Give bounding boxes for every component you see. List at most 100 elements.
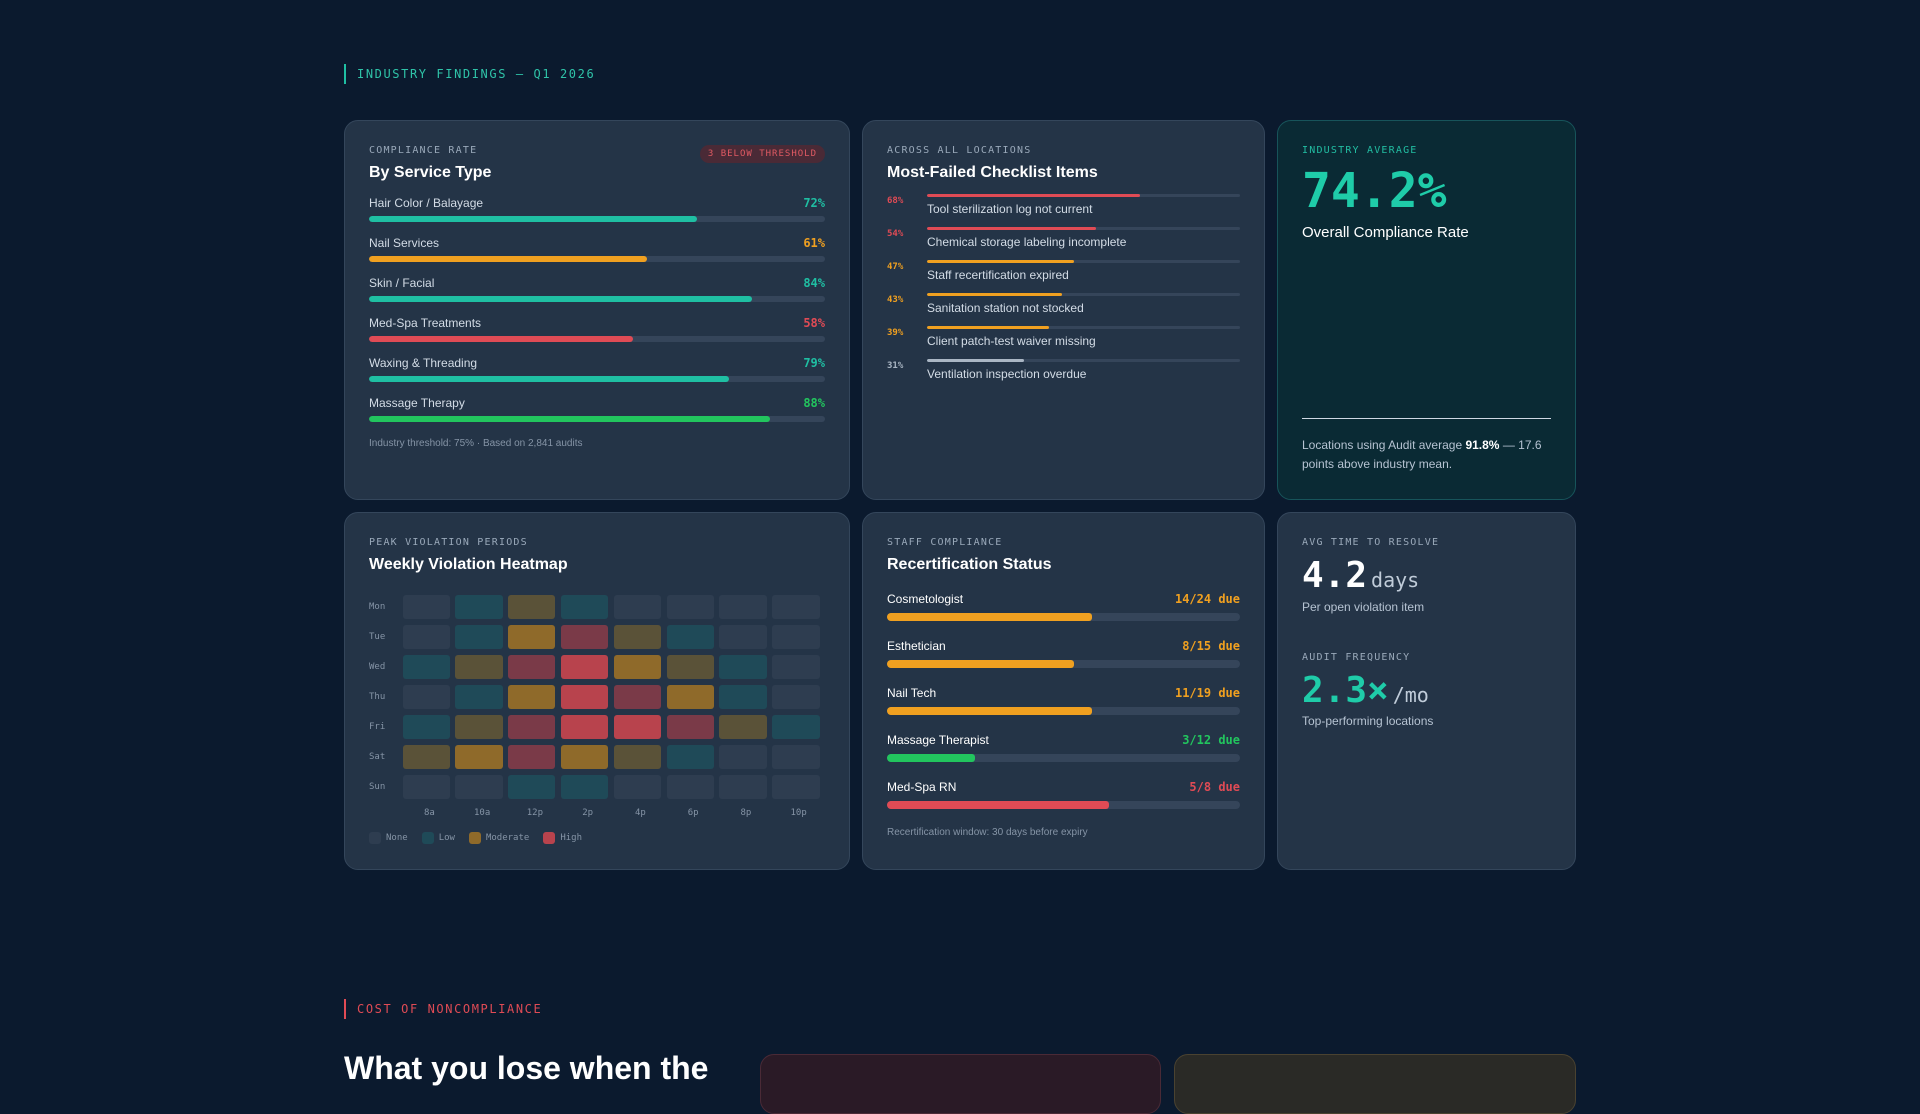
failed-item-fill — [927, 359, 1025, 362]
recert-label: Massage Therapist — [887, 733, 989, 747]
heatmap-cell — [666, 625, 714, 649]
note-post: — 17.6 points above industry mean. — [1302, 438, 1542, 472]
heatmap-cell — [508, 745, 556, 769]
recert-row-head: Cosmetologist 14/24 due — [887, 592, 1240, 606]
heatmap-cell — [719, 745, 767, 769]
heatmap-cell — [402, 625, 450, 649]
recert-track — [887, 613, 1240, 621]
recert-row-head: Med-Spa RN 5/8 due — [887, 780, 1240, 794]
heatmap-cell — [772, 715, 820, 739]
heatmap-cell — [719, 595, 767, 619]
service-row: Med-Spa Treatments 58% — [369, 316, 825, 342]
heatmap-cell — [560, 745, 609, 769]
average-divider — [1302, 418, 1551, 419]
recert-label: Cosmetologist — [887, 592, 964, 606]
frequency-sub: Top-performing locations — [1302, 714, 1434, 729]
heatmap-cell — [508, 715, 556, 739]
heatmap-cell — [613, 595, 662, 619]
frequency-value-line: 2.3×/mo — [1302, 669, 1551, 711]
failed-item: 47% Staff recertification expired — [887, 260, 1240, 282]
recert-value: 11/19 due — [1174, 686, 1240, 700]
failed-item-label: Staff recertification expired — [927, 268, 1069, 282]
failed-rows: 68% Tool sterilization log not current 54%… — [887, 194, 1240, 381]
service-card-footnote: Industry threshold: 75% · Based on 2,841… — [369, 438, 583, 449]
heatmap-row: Fri — [369, 712, 825, 742]
heatmap-cell — [613, 655, 662, 679]
service-track — [369, 336, 825, 342]
violation-heatmap: Mon Tue Wed Thu Fri Sat Sun — [369, 592, 825, 802]
recert-label: Nail Tech — [887, 686, 937, 700]
service-value: 72% — [803, 196, 825, 210]
failed-item: 31% Ventilation inspection overdue — [887, 359, 1240, 381]
heatmap-legend: None Low Moderate High — [369, 832, 825, 844]
heatmap-card-eyebrow: PEAK VIOLATION PERIODS — [369, 537, 528, 548]
heatmap-cell — [455, 625, 503, 649]
service-row-head: Massage Therapy 88% — [369, 396, 825, 410]
recert-track — [887, 801, 1240, 809]
heatmap-cell — [613, 685, 662, 709]
failed-item-pct: 47% — [887, 262, 904, 272]
heatmap-cell — [455, 685, 503, 709]
heatmap-cell — [402, 685, 450, 709]
recert-fill — [887, 660, 1075, 668]
recert-fill — [887, 613, 1092, 621]
legend-label: None — [386, 833, 408, 843]
note-pre: Locations using Audit average — [1302, 438, 1466, 452]
resolve-value: 4.2 — [1302, 555, 1368, 596]
heatmap-cell — [613, 625, 662, 649]
heatmap-cell — [560, 775, 609, 799]
failed-item-track — [927, 293, 1240, 296]
average-card-eyebrow: INDUSTRY AVERAGE — [1302, 145, 1418, 156]
heatmap-hour-label: 8a — [423, 808, 435, 818]
recert-card-title: Recertification Status — [887, 556, 1052, 573]
failed-item-body: Chemical storage labeling incomplete — [927, 227, 1240, 249]
heatmap-cell — [560, 595, 609, 619]
heatmap-cell — [613, 715, 662, 739]
heatmap-cell — [666, 715, 714, 739]
recert-value: 3/12 due — [1182, 733, 1240, 747]
recert-row: Med-Spa RN 5/8 due — [887, 780, 1240, 809]
heatmap-cell — [772, 745, 820, 769]
cost-heading: What you lose when the — [344, 1050, 709, 1086]
frequency-value: 2.3× — [1302, 669, 1389, 711]
failed-item-label: Sanitation station not stocked — [927, 301, 1084, 315]
heatmap-cell — [508, 625, 556, 649]
recert-track — [887, 707, 1240, 715]
heatmap-cell — [508, 595, 556, 619]
legend-item: None — [369, 832, 408, 844]
heatmap-row: Mon — [369, 592, 825, 622]
cost-card-1 — [760, 1054, 1161, 1114]
failed-item: 43% Sanitation station not stocked — [887, 293, 1240, 315]
service-fill — [369, 216, 698, 222]
service-row-head: Med-Spa Treatments 58% — [369, 316, 825, 330]
resolve-time-card: AVG TIME TO RESOLVE 4.2 days Per open vio… — [1277, 512, 1576, 870]
service-track — [369, 296, 825, 302]
failed-item-pct: 39% — [887, 328, 904, 338]
service-fill — [369, 296, 753, 302]
service-track — [369, 416, 825, 422]
failed-card-eyebrow: ACROSS ALL LOCATIONS — [887, 145, 1032, 156]
failed-item-track — [927, 326, 1240, 329]
section-label-cost: COST OF NONCOMPLIANCE — [344, 999, 542, 1019]
heatmap-cell — [719, 685, 767, 709]
recert-rows: Cosmetologist 14/24 due Esthetician 8/15 du… — [887, 592, 1240, 809]
service-label: Med-Spa Treatments — [369, 316, 482, 330]
heatmap-hour-label: 6p — [687, 808, 699, 818]
heatmap-cell — [772, 595, 820, 619]
service-rows: Hair Color / Balayage 72% Nail Services 61%… — [369, 196, 825, 422]
service-value: 58% — [803, 316, 825, 330]
heatmap-day-label: Mon — [369, 602, 386, 612]
service-label: Waxing & Threading — [369, 356, 478, 370]
legend-item: Low — [421, 832, 455, 844]
heatmap-day-label: Tue — [369, 632, 386, 642]
failed-item-track — [927, 359, 1240, 362]
failed-item-label: Client patch-test waiver missing — [927, 334, 1096, 348]
service-label: Skin / Facial — [369, 276, 435, 290]
heatmap-day-label: Sat — [369, 752, 386, 762]
service-track — [369, 376, 825, 382]
note-bold: 91.8% — [1465, 438, 1500, 452]
recert-value: 5/8 due — [1189, 780, 1240, 794]
failed-item: 39% Client patch-test waiver missing — [887, 326, 1240, 348]
frequency-unit: /mo — [1392, 682, 1429, 707]
recert-value: 8/15 due — [1182, 639, 1240, 653]
